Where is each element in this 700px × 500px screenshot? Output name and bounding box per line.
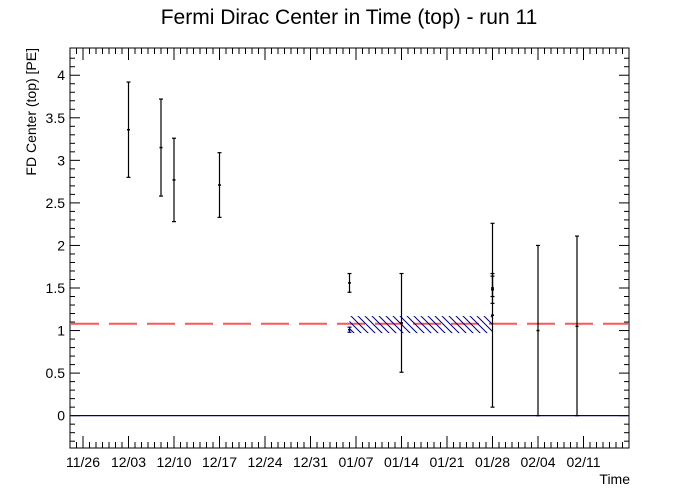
y-tick-label: 0 (57, 408, 65, 424)
x-tick-label: 02/04 (520, 454, 555, 470)
x-tick-label: 01/07 (338, 454, 373, 470)
uncertainty-band (349, 316, 493, 334)
chart-title: Fermi Dirac Center in Time (top) - run 1… (161, 6, 538, 29)
x-tick-label: 12/10 (156, 454, 191, 470)
y-tick-label: 4 (57, 67, 65, 83)
data-point-8 (490, 222, 495, 408)
plot-area: 0 0.5 1 1.5 2 2.5 3 3.5 4 11/26 12/03 12/10 12/17 12/… (46, 47, 630, 470)
x-tick-label: 12/03 (111, 454, 146, 470)
data-point-10 (490, 272, 495, 298)
data-point-12 (575, 235, 579, 417)
y-tick-label: 0.5 (46, 365, 66, 381)
plot-frame (69, 47, 630, 449)
x-tick-label: 11/26 (66, 454, 100, 470)
data-point-6 (347, 326, 352, 333)
data-point-3 (172, 137, 176, 223)
x-tick-label: 01/21 (429, 454, 464, 470)
x-axis-label: Time (599, 471, 630, 487)
data-point-2 (159, 98, 163, 197)
y-tick-label: 3.5 (46, 110, 66, 126)
x-tick-label: 12/31 (293, 454, 328, 470)
data-point-11 (536, 244, 540, 417)
y-axis-label: FD Center (top) [PE] (23, 48, 39, 176)
y-tick-label: 1.5 (46, 280, 66, 296)
data-point-5 (347, 272, 352, 293)
x-tick-label: 01/28 (475, 454, 510, 470)
y-tick-label: 2.5 (46, 195, 66, 211)
x-tick-label: 01/14 (384, 454, 419, 470)
y-tick-label: 3 (57, 152, 65, 168)
x-tick-label: 02/11 (567, 454, 601, 470)
data-point-7 (399, 272, 404, 373)
x-tick-label: 12/24 (247, 454, 282, 470)
x-tick-label: 12/17 (202, 454, 237, 470)
data-point-4 (217, 152, 222, 218)
data-point-1 (126, 81, 131, 178)
y-tick-label: 1 (57, 323, 65, 339)
y-tick-label: 2 (57, 237, 65, 253)
